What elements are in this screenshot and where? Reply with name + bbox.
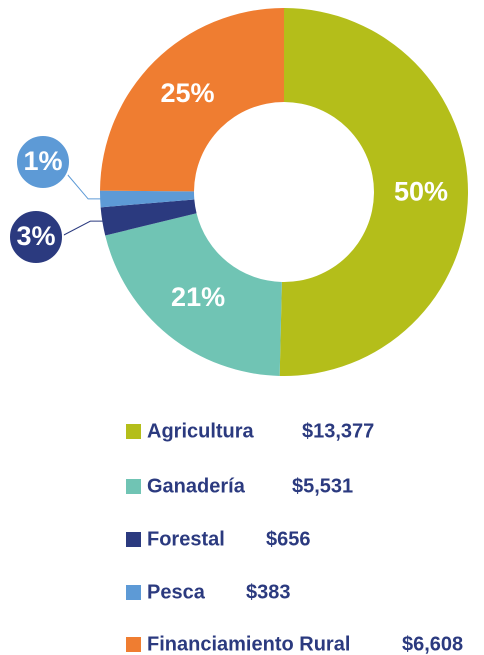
callout-bubble <box>15 134 71 190</box>
donut-slice <box>100 199 197 236</box>
callout-line <box>66 173 103 200</box>
share-label: 25% <box>160 78 214 108</box>
donut-slice <box>279 8 468 376</box>
callout-bubble <box>8 209 64 265</box>
legend-value: $656 <box>266 528 311 550</box>
share-label: 3% <box>16 221 55 251</box>
legend-swatch <box>126 479 141 494</box>
legend-label: Pesca <box>147 581 206 603</box>
legend-value: $383 <box>246 581 291 603</box>
legend-value: $13,377 <box>302 420 374 442</box>
legend-value: $5,531 <box>292 475 353 497</box>
legend-label: Agricultura <box>147 420 255 442</box>
legend-value: $6,608 <box>402 633 463 655</box>
legend-label: Ganadería <box>147 475 246 497</box>
legend-swatch <box>126 637 141 652</box>
donut-slice <box>99 190 195 208</box>
legend-swatch <box>126 424 141 439</box>
legend-swatch <box>126 585 141 600</box>
donut-slice <box>100 8 284 192</box>
legend-label: Financiamiento Rural <box>147 633 350 655</box>
share-label: 50% <box>394 177 448 207</box>
donut-slice <box>105 213 282 376</box>
share-label: 21% <box>171 282 225 312</box>
legend-swatch <box>126 532 141 547</box>
share-label: 1% <box>23 146 62 176</box>
legend-label: Forestal <box>147 528 225 550</box>
callout-line <box>59 220 105 238</box>
